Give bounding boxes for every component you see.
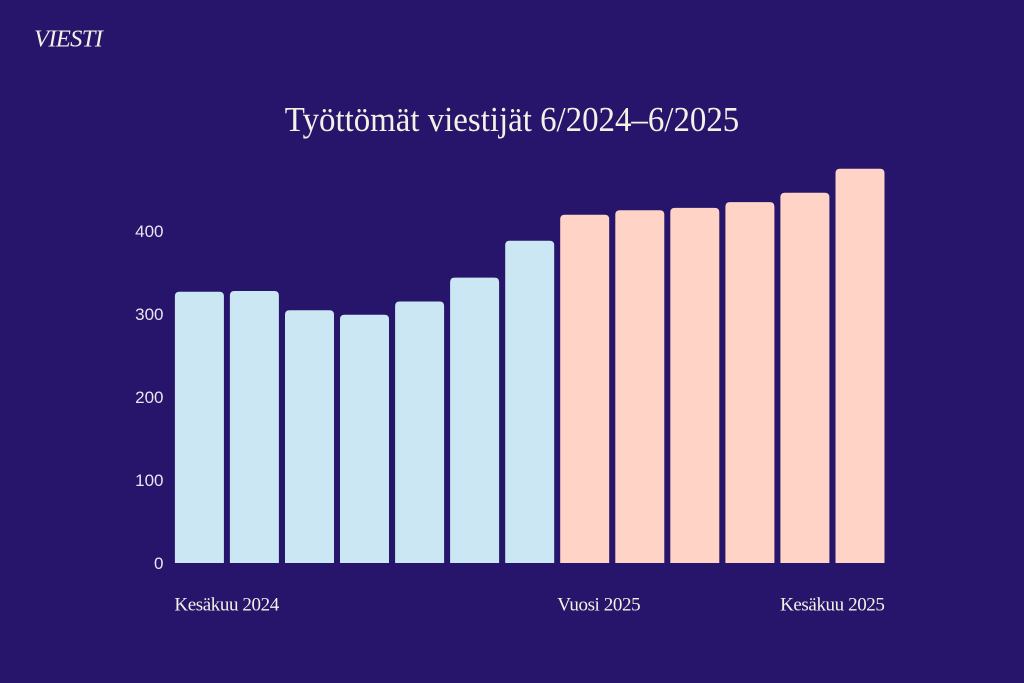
svg-text:200: 200 — [135, 388, 163, 407]
svg-text:VIESTI: VIESTI — [34, 26, 105, 53]
svg-text:Työttömät viestijät 6/2024–6/2: Työttömät viestijät 6/2024–6/2025 — [285, 101, 739, 139]
svg-text:100: 100 — [135, 471, 163, 490]
svg-text:300: 300 — [135, 305, 163, 324]
svg-text:0: 0 — [154, 554, 163, 573]
svg-text:Kesäkuu 2024: Kesäkuu 2024 — [174, 595, 279, 616]
svg-text:Kesäkuu 2025: Kesäkuu 2025 — [780, 595, 884, 616]
svg-text:Vuosi 2025: Vuosi 2025 — [557, 595, 640, 616]
svg-text:400: 400 — [135, 222, 163, 241]
